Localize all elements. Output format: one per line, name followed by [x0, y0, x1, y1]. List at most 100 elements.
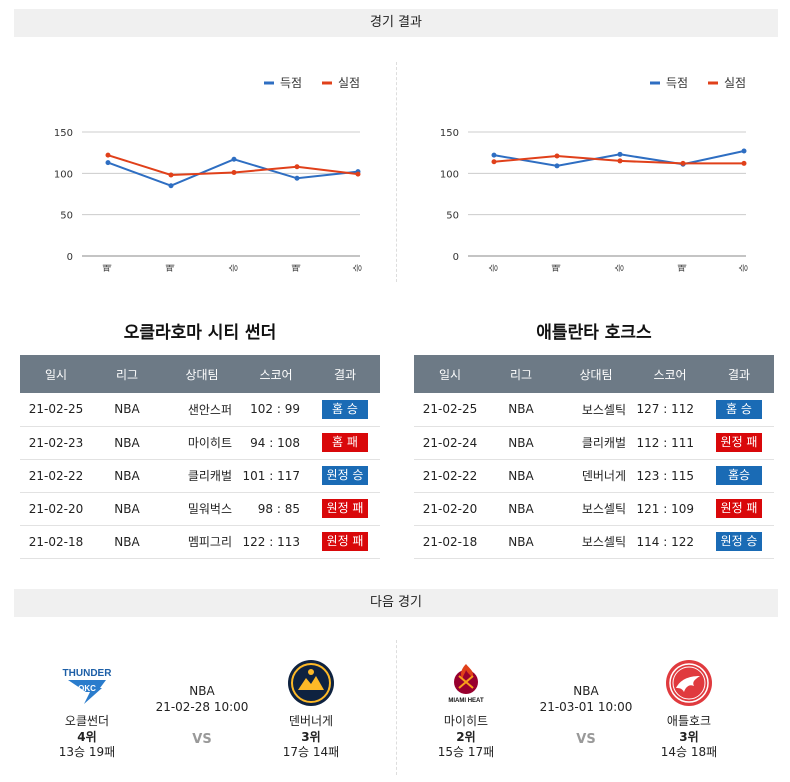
data-point [105, 160, 111, 166]
cell-date: 21-02-24 [414, 426, 486, 460]
result-badge: 홈승 [716, 466, 762, 485]
cell-date: 21-02-22 [414, 459, 486, 493]
team-name: 마이히트 [443, 714, 489, 728]
cell-score: 98 : 85 [242, 492, 310, 526]
cell-league: NBA [92, 525, 162, 559]
cell-result: 원정 승 [310, 459, 380, 493]
y-tick-label: 100 [54, 169, 73, 180]
next-away-team[interactable]: 덴버너게 3위 17승 14패 [266, 658, 356, 759]
x-tick-label: 승 [229, 264, 240, 272]
next-game-section-title: 다음 경기 [14, 589, 778, 617]
x-tick-label: 승 [353, 264, 364, 272]
result-badge: 원정 승 [322, 466, 368, 485]
team-title-thunder: 오클라호마 시티 썬더 [123, 323, 277, 343]
result-badge: 원정 패 [716, 499, 762, 518]
x-tick-label: 패 [292, 264, 303, 272]
col-league: 리그 [486, 355, 556, 393]
table-row: 21-02-22 NBA 클리캐벌 101 : 117 원정 승 [20, 459, 380, 493]
cell-score: 127 : 112 [636, 393, 704, 427]
team-rank: 4위 [77, 730, 97, 744]
col-league: 리그 [92, 355, 162, 393]
cell-score: 114 : 122 [636, 525, 704, 559]
cell-league: NBA [92, 426, 162, 460]
data-point [168, 183, 174, 189]
cell-league: NBA [486, 393, 556, 427]
next-home-team[interactable]: MIAMI HEAT 마이히트 2위 15승 17패 [421, 658, 511, 759]
game-league: NBA [573, 684, 599, 698]
nuggets-logo-icon [288, 660, 334, 706]
table-row: 21-02-18 NBA 보스셀틱 114 : 122 원정 승 [414, 525, 774, 559]
table-header-row: 일시 리그 상대팀 스코어 결과 [20, 355, 380, 393]
cell-opponent: 보스셀틱 [556, 492, 636, 526]
y-tick-label: 0 [67, 252, 73, 263]
col-date: 일시 [414, 355, 486, 393]
y-tick-label: 50 [446, 211, 459, 222]
cell-result: 원정 승 [704, 525, 774, 559]
table-row: 21-02-20 NBA 밀워벅스 98 : 85 원정 패 [20, 492, 380, 526]
game-info: NBA 21-03-01 10:00 [531, 684, 641, 716]
thunder-logo-icon: THUNDER OKC [63, 668, 112, 704]
team-name: 오클썬더 [64, 714, 110, 728]
cell-score: 102 : 99 [242, 393, 310, 427]
team-record: 15승 17패 [437, 745, 495, 759]
col-date: 일시 [20, 355, 92, 393]
cell-league: NBA [486, 525, 556, 559]
cell-league: NBA [486, 492, 556, 526]
cell-opponent: 클리캐벌 [162, 459, 242, 493]
game-info: NBA 21-02-28 10:00 [147, 684, 257, 716]
cell-league: NBA [92, 459, 162, 493]
cell-opponent: 멤피그리 [162, 525, 242, 559]
result-badge: 원정 승 [716, 532, 762, 551]
table-row: 21-02-22 NBA 덴버너게 123 : 115 홈승 [414, 459, 774, 493]
cell-league: NBA [92, 492, 162, 526]
table-row: 21-02-23 NBA 마이히트 94 : 108 홈 패 [20, 426, 380, 460]
data-point [231, 170, 237, 176]
legend-label: 실점 [724, 76, 746, 90]
next-home-team[interactable]: THUNDER OKC 오클썬더 4위 13승 19패 [42, 658, 132, 759]
cell-date: 21-02-25 [414, 393, 486, 427]
line-chart-hawks: 득점 실점 0 50 100 150 승 패 승 패 승 [440, 76, 750, 272]
team-record: 14승 18패 [660, 745, 718, 759]
col-score: 스코어 [636, 355, 704, 393]
data-point [554, 153, 560, 159]
cell-date: 21-02-18 [20, 525, 92, 559]
next-away-team[interactable]: 애틀호크 3위 14승 18패 [644, 658, 734, 759]
cell-result: 원정 패 [704, 492, 774, 526]
data-point [741, 148, 747, 154]
data-point [617, 158, 623, 164]
cell-date: 21-02-20 [20, 492, 92, 526]
data-point [491, 159, 497, 165]
legend-label: 실점 [338, 76, 360, 90]
x-tick-label: 승 [739, 264, 750, 272]
cell-league: NBA [486, 426, 556, 460]
results-table-hawks: 일시 리그 상대팀 스코어 결과 21-02-25 NBA 보스셀틱 127 : 11… [414, 355, 774, 559]
cell-score: 121 : 109 [636, 492, 704, 526]
data-point [491, 152, 497, 158]
table-row: 21-02-25 NBA 샌안스퍼 102 : 99 홈 승 [20, 393, 380, 427]
result-badge: 원정 패 [322, 532, 368, 551]
cell-league: NBA [92, 393, 162, 427]
cell-opponent: 보스셀틱 [556, 393, 636, 427]
x-tick-label: 패 [678, 264, 689, 272]
cell-date: 21-02-25 [20, 393, 92, 427]
cell-date: 21-02-18 [414, 525, 486, 559]
cell-score: 94 : 108 [242, 426, 310, 460]
next-game-hawks: MIAMI HEAT 마이히트 2위 15승 17패 NBA 21-03-01 … [396, 650, 776, 770]
cell-opponent: 보스셀틱 [556, 525, 636, 559]
result-badge: 홈 승 [716, 399, 762, 419]
data-point [168, 172, 174, 178]
y-tick-label: 0 [453, 252, 459, 263]
data-point [294, 164, 300, 170]
cell-date: 21-02-20 [414, 492, 486, 526]
results-table-thunder: 일시 리그 상대팀 스코어 결과 21-02-25 NBA 샌안스퍼 102 : 99… [20, 355, 380, 559]
team-record: 13승 19패 [58, 745, 116, 759]
data-point [294, 175, 300, 181]
legend-label: 득점 [666, 76, 688, 90]
cell-score: 123 : 115 [636, 459, 704, 493]
chart-right: 득점 실점 0 50 100 150 승 패 승 패 승 [400, 62, 770, 292]
data-point [105, 152, 111, 158]
table-header-row: 일시 리그 상대팀 스코어 결과 [414, 355, 774, 393]
col-score: 스코어 [242, 355, 310, 393]
col-opponent: 상대팀 [556, 355, 636, 393]
table-row: 21-02-24 NBA 클리캐벌 112 : 111 원정 패 [414, 426, 774, 460]
